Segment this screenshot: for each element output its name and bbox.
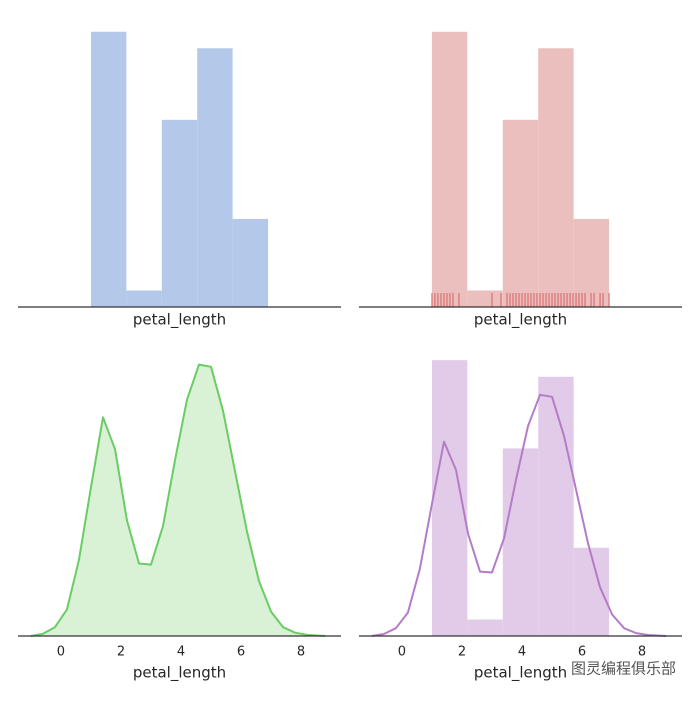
kde-line [371,393,667,637]
hist-bar [538,48,574,308]
x-tick-label: 2 [458,645,466,660]
x-axis-label: petal_length [133,311,226,330]
kde-area [30,364,326,636]
x-axis-label: petal_length [474,664,567,683]
hist-bar [538,376,574,636]
hist-bar [232,218,269,307]
watermark: 图灵编程俱乐部 [571,660,676,678]
x-tick-label: 0 [57,645,65,660]
hist-bar [197,48,233,308]
x-tick-label: 4 [177,645,185,660]
hist-bar [467,290,503,307]
hist-bar [502,119,539,307]
hist-bar [573,547,610,636]
hist-bar [467,619,503,636]
hist-bar [126,290,162,307]
hist-bar [573,218,610,307]
x-tick-label: 6 [578,645,586,660]
x-tick-label: 8 [638,645,646,660]
hist-bar [431,31,468,308]
hist-bar [161,119,198,307]
hist-bar [502,448,539,636]
x-tick-label: 4 [518,645,526,660]
x-tick-label: 6 [237,645,245,660]
x-axis-label: petal_length [474,311,567,330]
kde-line [30,363,326,637]
x-axis-label: petal_length [133,664,226,683]
hist-bar [90,31,127,308]
x-tick-label: 2 [117,645,125,660]
x-tick-label: 8 [297,645,305,660]
x-tick-label: 0 [398,645,406,660]
